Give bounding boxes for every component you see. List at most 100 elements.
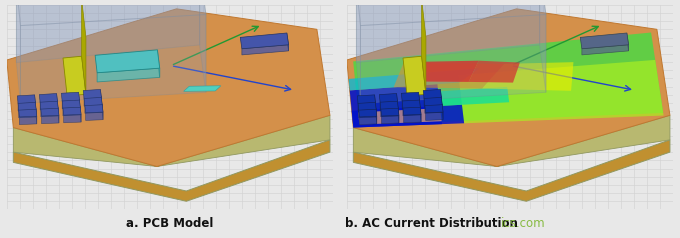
Polygon shape (287, 33, 288, 51)
Polygon shape (242, 45, 288, 55)
Polygon shape (157, 50, 160, 77)
Polygon shape (86, 112, 103, 120)
Polygon shape (19, 109, 36, 118)
Polygon shape (627, 33, 628, 51)
Polygon shape (14, 115, 330, 166)
Polygon shape (360, 116, 377, 125)
Polygon shape (358, 102, 375, 111)
Polygon shape (403, 107, 420, 116)
Polygon shape (16, 0, 20, 103)
Polygon shape (438, 87, 509, 106)
Polygon shape (347, 9, 670, 166)
Polygon shape (80, 107, 81, 122)
Polygon shape (39, 94, 57, 102)
Polygon shape (240, 33, 288, 49)
Polygon shape (441, 97, 442, 112)
Polygon shape (420, 107, 421, 122)
Polygon shape (358, 102, 376, 110)
Polygon shape (16, 0, 206, 26)
Polygon shape (64, 114, 81, 123)
Polygon shape (380, 101, 398, 109)
Polygon shape (358, 109, 377, 117)
Polygon shape (199, 0, 206, 92)
Polygon shape (401, 92, 420, 101)
Polygon shape (184, 86, 221, 91)
Polygon shape (62, 99, 80, 108)
Polygon shape (102, 104, 103, 120)
Polygon shape (425, 105, 442, 113)
Polygon shape (402, 99, 420, 108)
Polygon shape (17, 95, 35, 103)
Polygon shape (63, 107, 80, 116)
Polygon shape (419, 92, 420, 108)
Polygon shape (353, 33, 663, 125)
Polygon shape (41, 108, 58, 117)
Polygon shape (85, 104, 103, 113)
Polygon shape (18, 109, 37, 117)
Polygon shape (18, 102, 35, 111)
Polygon shape (350, 84, 442, 128)
Polygon shape (423, 89, 441, 98)
Polygon shape (397, 101, 398, 116)
Polygon shape (403, 56, 426, 96)
Polygon shape (359, 109, 376, 118)
Polygon shape (7, 9, 330, 166)
Polygon shape (349, 68, 479, 90)
Polygon shape (379, 94, 397, 102)
Text: b. AC Current Distribution: b. AC Current Distribution (345, 217, 518, 230)
Polygon shape (396, 94, 397, 109)
Polygon shape (360, 15, 546, 103)
Polygon shape (61, 92, 80, 101)
Polygon shape (424, 97, 442, 106)
Polygon shape (381, 115, 399, 124)
Polygon shape (82, 0, 86, 94)
Polygon shape (83, 89, 101, 98)
Polygon shape (84, 98, 101, 106)
Polygon shape (356, 0, 539, 63)
Polygon shape (402, 100, 420, 109)
Polygon shape (356, 0, 360, 103)
Polygon shape (41, 108, 59, 116)
Polygon shape (356, 0, 546, 26)
Polygon shape (35, 102, 36, 117)
Polygon shape (14, 140, 330, 201)
Polygon shape (354, 115, 670, 166)
Polygon shape (16, 0, 199, 63)
Polygon shape (357, 95, 375, 103)
Polygon shape (79, 92, 80, 108)
Polygon shape (57, 101, 58, 116)
Polygon shape (539, 0, 546, 92)
Polygon shape (469, 61, 520, 83)
Polygon shape (95, 50, 160, 73)
Polygon shape (405, 61, 479, 82)
Polygon shape (398, 108, 399, 123)
Polygon shape (381, 108, 398, 117)
Polygon shape (20, 15, 206, 103)
Polygon shape (458, 60, 664, 123)
Polygon shape (394, 63, 505, 89)
Polygon shape (403, 107, 421, 115)
Polygon shape (101, 97, 102, 112)
Polygon shape (354, 140, 670, 201)
Polygon shape (426, 112, 443, 120)
Polygon shape (84, 97, 102, 106)
Polygon shape (40, 101, 58, 109)
Polygon shape (422, 0, 426, 94)
Polygon shape (380, 101, 397, 110)
Polygon shape (36, 109, 37, 124)
Polygon shape (424, 98, 441, 106)
Polygon shape (376, 109, 377, 124)
Polygon shape (580, 33, 628, 49)
Polygon shape (58, 108, 59, 123)
Polygon shape (20, 116, 37, 125)
Polygon shape (375, 102, 376, 117)
Polygon shape (18, 102, 36, 110)
Text: a. PCB Model: a. PCB Model (126, 217, 214, 230)
Polygon shape (358, 108, 441, 125)
Polygon shape (63, 56, 86, 96)
Polygon shape (381, 108, 399, 116)
Polygon shape (482, 62, 573, 91)
Polygon shape (582, 45, 628, 55)
Polygon shape (425, 104, 443, 113)
Text: ics.com: ics.com (501, 217, 546, 230)
